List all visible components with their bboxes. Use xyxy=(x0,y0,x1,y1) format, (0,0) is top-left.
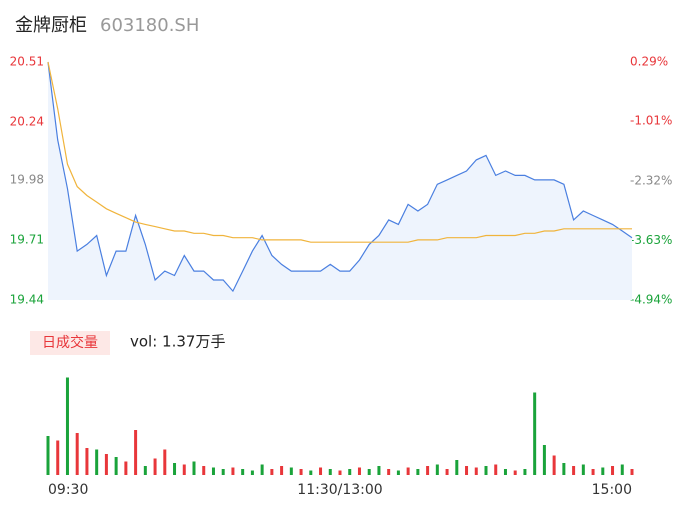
volume-bar xyxy=(104,454,108,475)
y2-tick-label: -4.94% xyxy=(630,293,672,307)
volume-bar xyxy=(533,392,537,475)
volume-bar xyxy=(221,469,225,475)
volume-label-box xyxy=(30,331,110,355)
stock-name: 金牌厨柜 xyxy=(15,15,87,36)
volume-bar xyxy=(211,467,215,475)
volume-bar xyxy=(328,469,332,475)
volume-bar xyxy=(241,469,245,475)
volume-title: 日成交量 xyxy=(42,334,98,351)
volume-bar xyxy=(250,470,254,475)
volume-bar xyxy=(601,467,605,475)
volume-bar xyxy=(114,457,118,475)
volume-bar xyxy=(338,470,342,475)
volume-bar xyxy=(357,467,361,475)
volume-bar xyxy=(426,466,430,475)
volume-bar xyxy=(124,461,128,475)
volume-bar xyxy=(377,466,381,475)
volume-bar xyxy=(173,463,177,475)
volume-bar xyxy=(611,466,615,475)
price-line xyxy=(47,61,633,293)
volume-bar xyxy=(474,467,478,475)
x-tick-label: 15:00 xyxy=(592,482,632,498)
volume-bar xyxy=(542,445,546,475)
volume-bar xyxy=(581,464,585,475)
volume-bar xyxy=(85,448,89,475)
x-tick-label: 09:30 xyxy=(48,482,88,498)
price-area xyxy=(48,62,632,300)
volume-bar xyxy=(319,467,323,475)
volume-bar xyxy=(396,470,400,475)
volume-bar xyxy=(289,467,293,475)
volume-bar xyxy=(387,469,391,475)
volume-bar xyxy=(182,464,186,475)
volume-bar xyxy=(270,469,274,475)
volume-bar xyxy=(494,464,498,475)
y-tick-label: 19.71 xyxy=(10,232,44,246)
volume-bar xyxy=(231,467,235,475)
volume-bar xyxy=(445,469,449,475)
y-tick-label: 19.44 xyxy=(10,293,44,307)
y-tick-label: 19.98 xyxy=(10,172,44,186)
volume-bar xyxy=(406,467,410,475)
volume-annotation: vol: 1.37万手 xyxy=(130,333,225,351)
y2-tick-label: 0.29% xyxy=(630,55,668,69)
volume-bar xyxy=(367,469,371,475)
volume-bar xyxy=(552,455,556,475)
volume-bar xyxy=(465,466,469,475)
volume-bar xyxy=(299,469,303,475)
y2-tick-label: -2.32% xyxy=(630,173,672,187)
volume-bar xyxy=(309,470,313,475)
volume-bar xyxy=(562,463,566,475)
volume-bar xyxy=(572,466,576,475)
volume-bar xyxy=(46,436,50,475)
y-tick-label: 20.51 xyxy=(10,55,44,69)
volume-bar xyxy=(513,470,517,475)
volume-bar xyxy=(348,469,352,475)
volume-bar xyxy=(455,460,459,475)
average-line xyxy=(47,61,632,243)
volume-bar xyxy=(75,433,79,475)
volume-bar xyxy=(280,466,284,475)
volume-bar xyxy=(630,469,634,475)
volume-bar xyxy=(95,449,99,475)
volume-bar xyxy=(503,469,507,475)
y2-tick-label: -3.63% xyxy=(630,233,672,247)
y2-tick-label: -1.01% xyxy=(630,114,672,128)
volume-bar xyxy=(416,469,420,475)
volume-bar xyxy=(202,466,206,475)
volume-bar xyxy=(260,464,264,475)
x-tick-label: 11:30/13:00 xyxy=(297,482,382,498)
volume-bar xyxy=(143,466,147,475)
volume-bar xyxy=(435,464,439,475)
volume-bar xyxy=(620,464,624,475)
volume-bar xyxy=(484,466,488,475)
volume-bar xyxy=(153,458,157,475)
y-tick-label: 20.24 xyxy=(10,115,44,129)
volume-bar xyxy=(56,440,60,475)
volume-bar xyxy=(65,377,69,475)
volume-bar xyxy=(591,469,595,475)
volume-bar xyxy=(134,430,138,475)
volume-bar xyxy=(163,449,167,475)
stock-code: 603180.SH xyxy=(100,15,199,36)
volume-bar xyxy=(523,469,527,475)
volume-bar xyxy=(192,461,196,475)
